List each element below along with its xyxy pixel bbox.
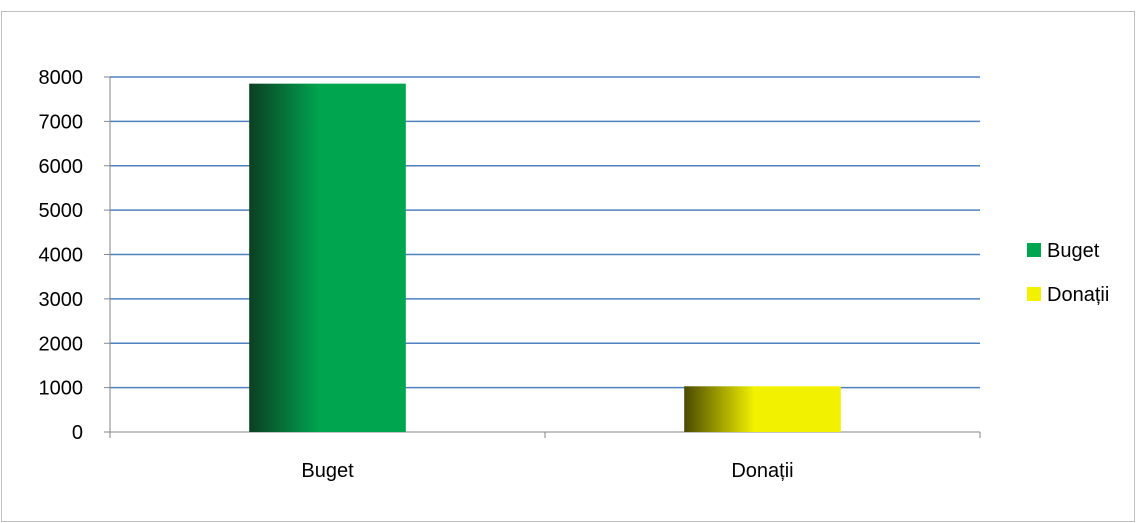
y-tick-label: 5000 bbox=[39, 200, 84, 222]
x-tick-label: Donații bbox=[731, 460, 793, 482]
y-tick-label: 7000 bbox=[39, 111, 84, 133]
chart-frame bbox=[1, 11, 1135, 522]
y-tick-label: 6000 bbox=[39, 156, 84, 178]
legend-label: Donații bbox=[1047, 284, 1109, 306]
legend: Buget Donații bbox=[1027, 240, 1109, 306]
legend-swatch bbox=[1027, 243, 1041, 257]
gridlines bbox=[110, 76, 980, 389]
axis-labels: 0 1000 2000 3000 4000 5000 6000 7000 8000 Buget Do… bbox=[39, 67, 794, 482]
y-tick-label: 4000 bbox=[39, 245, 84, 267]
x-tick-label: Buget bbox=[301, 460, 354, 482]
bar-dona-ii bbox=[684, 386, 841, 432]
bars bbox=[249, 83, 841, 432]
y-tick-label: 8000 bbox=[39, 67, 84, 89]
y-tick-label: 3000 bbox=[39, 289, 84, 311]
bar-buget bbox=[249, 83, 406, 432]
axes bbox=[104, 76, 981, 438]
y-tick-label: 1000 bbox=[39, 378, 84, 400]
legend-label: Buget bbox=[1047, 240, 1100, 262]
y-tick-label: 0 bbox=[72, 422, 83, 444]
legend-swatch bbox=[1027, 287, 1041, 301]
y-tick-label: 2000 bbox=[39, 333, 84, 355]
